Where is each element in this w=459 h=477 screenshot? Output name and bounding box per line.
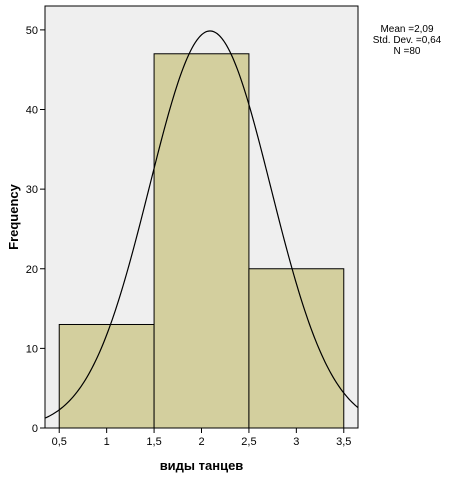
normal-curve — [44, 30, 359, 419]
histogram-bar — [58, 323, 155, 429]
x-tick-label: 2,5 — [241, 436, 256, 448]
x-tick-label: 0,5 — [52, 436, 67, 448]
x-tick-label: 3,5 — [336, 436, 351, 448]
y-tick-label: 0 — [32, 423, 38, 435]
statistics-box: Mean =2,09 Std. Dev. =0,64 N =80 — [362, 24, 452, 57]
x-tick-label: 1,5 — [146, 436, 161, 448]
y-tick-label: 50 — [26, 25, 38, 37]
y-axis-title: Frequency — [6, 183, 21, 250]
y-tick-label: 20 — [26, 264, 38, 276]
x-tick-label: 3 — [293, 436, 299, 448]
y-tick-label: 40 — [26, 105, 38, 117]
x-tick-label: 1 — [104, 436, 110, 448]
histogram-bar — [248, 268, 345, 429]
mean-stat: Mean =2,09 — [380, 24, 434, 35]
n-stat: N =80 — [393, 46, 421, 57]
y-tick-label: 30 — [26, 184, 38, 196]
histogram-bar — [153, 53, 250, 429]
x-axis-title: виды танцев — [160, 458, 244, 473]
std-dev-stat: Std. Dev. =0,64 — [372, 35, 442, 46]
x-tick-label: 2 — [198, 436, 204, 448]
y-tick-label: 10 — [26, 343, 38, 355]
